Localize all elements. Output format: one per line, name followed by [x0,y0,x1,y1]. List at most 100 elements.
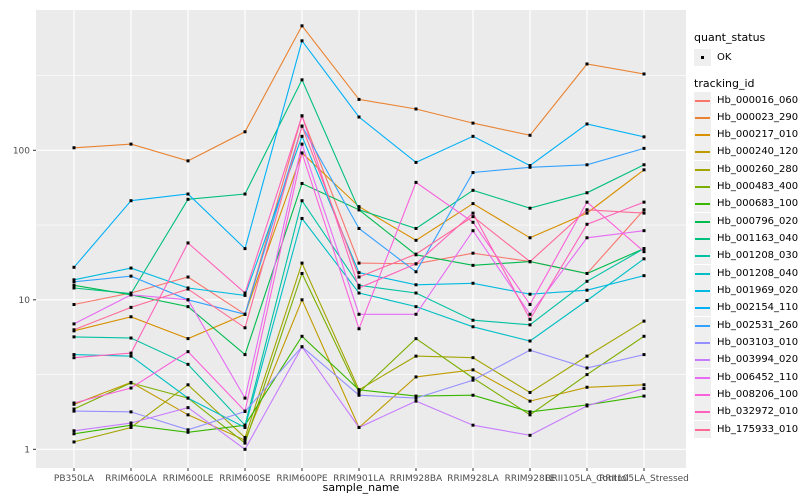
data-point [585,211,589,215]
legend-key-box [694,91,711,109]
legend-key-box [694,49,711,66]
data-point [528,165,532,169]
data-point [72,286,76,290]
data-point [72,278,76,282]
legend-key-line-icon [695,428,710,431]
data-point [528,164,532,168]
data-point [414,375,418,379]
x-tick-label: RRIM600SE [219,474,271,484]
data-point [300,199,304,203]
legend-item-label: Hb_001969_020 [717,285,799,297]
legend-key-box [694,351,711,369]
data-point [471,251,475,255]
data-point [585,404,589,408]
data-point [357,226,361,230]
legend-key-box [694,420,711,438]
data-point [186,383,190,387]
data-point [129,315,133,319]
data-point [414,270,418,274]
legend-item-label: Hb_006452_110 [717,371,799,383]
data-point [129,351,133,355]
legend-item-label: Hb_175933_010 [717,423,799,435]
data-point [129,293,133,297]
data-point [129,305,133,309]
data-point [642,319,646,323]
legend-key-box [694,108,711,126]
legend-item-label: Hb_000016_060 [717,94,799,106]
data-point [357,205,361,209]
data-point [129,410,133,414]
data-point [471,188,475,192]
data-point [357,390,361,394]
data-point [642,334,646,338]
x-tick-label: RRIM928LA [447,474,499,484]
data-point [528,303,532,307]
data-point [300,142,304,146]
data-point [642,394,646,398]
data-point [243,353,247,357]
legend-key-box [694,299,711,317]
data-point [72,265,76,269]
data-point [471,220,475,224]
data-point [186,241,190,245]
data-point [414,399,418,403]
data-point [72,146,76,150]
data-point [585,191,589,195]
data-point [243,326,247,330]
data-point [72,407,76,411]
data-point [471,211,475,215]
data-point [585,385,589,389]
data-point [471,263,475,267]
legend-key-line-icon [695,394,710,397]
x-tick-label: RRIM928LE [505,474,556,484]
data-point [585,271,589,275]
data-point [471,368,475,372]
data-point [129,266,133,270]
data-point [642,247,646,251]
data-point [414,252,418,256]
data-point [585,354,589,358]
legend-key-line-icon [695,324,710,327]
legend-item-label: Hb_000260_280 [717,163,799,175]
data-point [414,226,418,230]
legend-item-label: Hb_002154_110 [717,302,799,314]
legend-item-label: Hb_003994_020 [717,354,799,366]
data-point [243,130,247,134]
legend-item-label: Hb_008206_100 [717,389,799,401]
data-point [528,410,532,414]
data-point [471,318,475,322]
data-point [357,271,361,275]
data-point [186,305,190,309]
data-point [414,160,418,164]
data-point [471,202,475,206]
data-point [357,286,361,290]
data-point [528,339,532,343]
data-point [243,441,247,445]
legend-key-line-icon [695,134,710,137]
legend-key-box [694,247,711,265]
data-point [300,298,304,302]
data-point [357,327,361,331]
data-point [471,393,475,397]
data-point [471,376,475,380]
data-point [72,283,76,287]
data-point [642,257,646,261]
data-point [186,350,190,354]
data-point [585,222,589,226]
point-marker-icon [701,56,704,59]
data-point [585,373,589,377]
legend-item-label: Hb_003103_010 [717,337,799,349]
legend-item-label: Hb_001208_030 [717,250,799,262]
legend-item-label: Hb_000217_010 [717,129,799,141]
data-point [186,159,190,163]
data-point [357,97,361,101]
data-point [471,325,475,329]
legend-item-label: Hb_002531_260 [717,319,799,331]
legend-key-line-icon [695,359,710,362]
legend-key-box [694,230,711,248]
data-point [471,215,475,219]
data-point [300,151,304,155]
data-point [72,356,76,360]
x-tick-label: RRIM901LA [333,474,385,484]
